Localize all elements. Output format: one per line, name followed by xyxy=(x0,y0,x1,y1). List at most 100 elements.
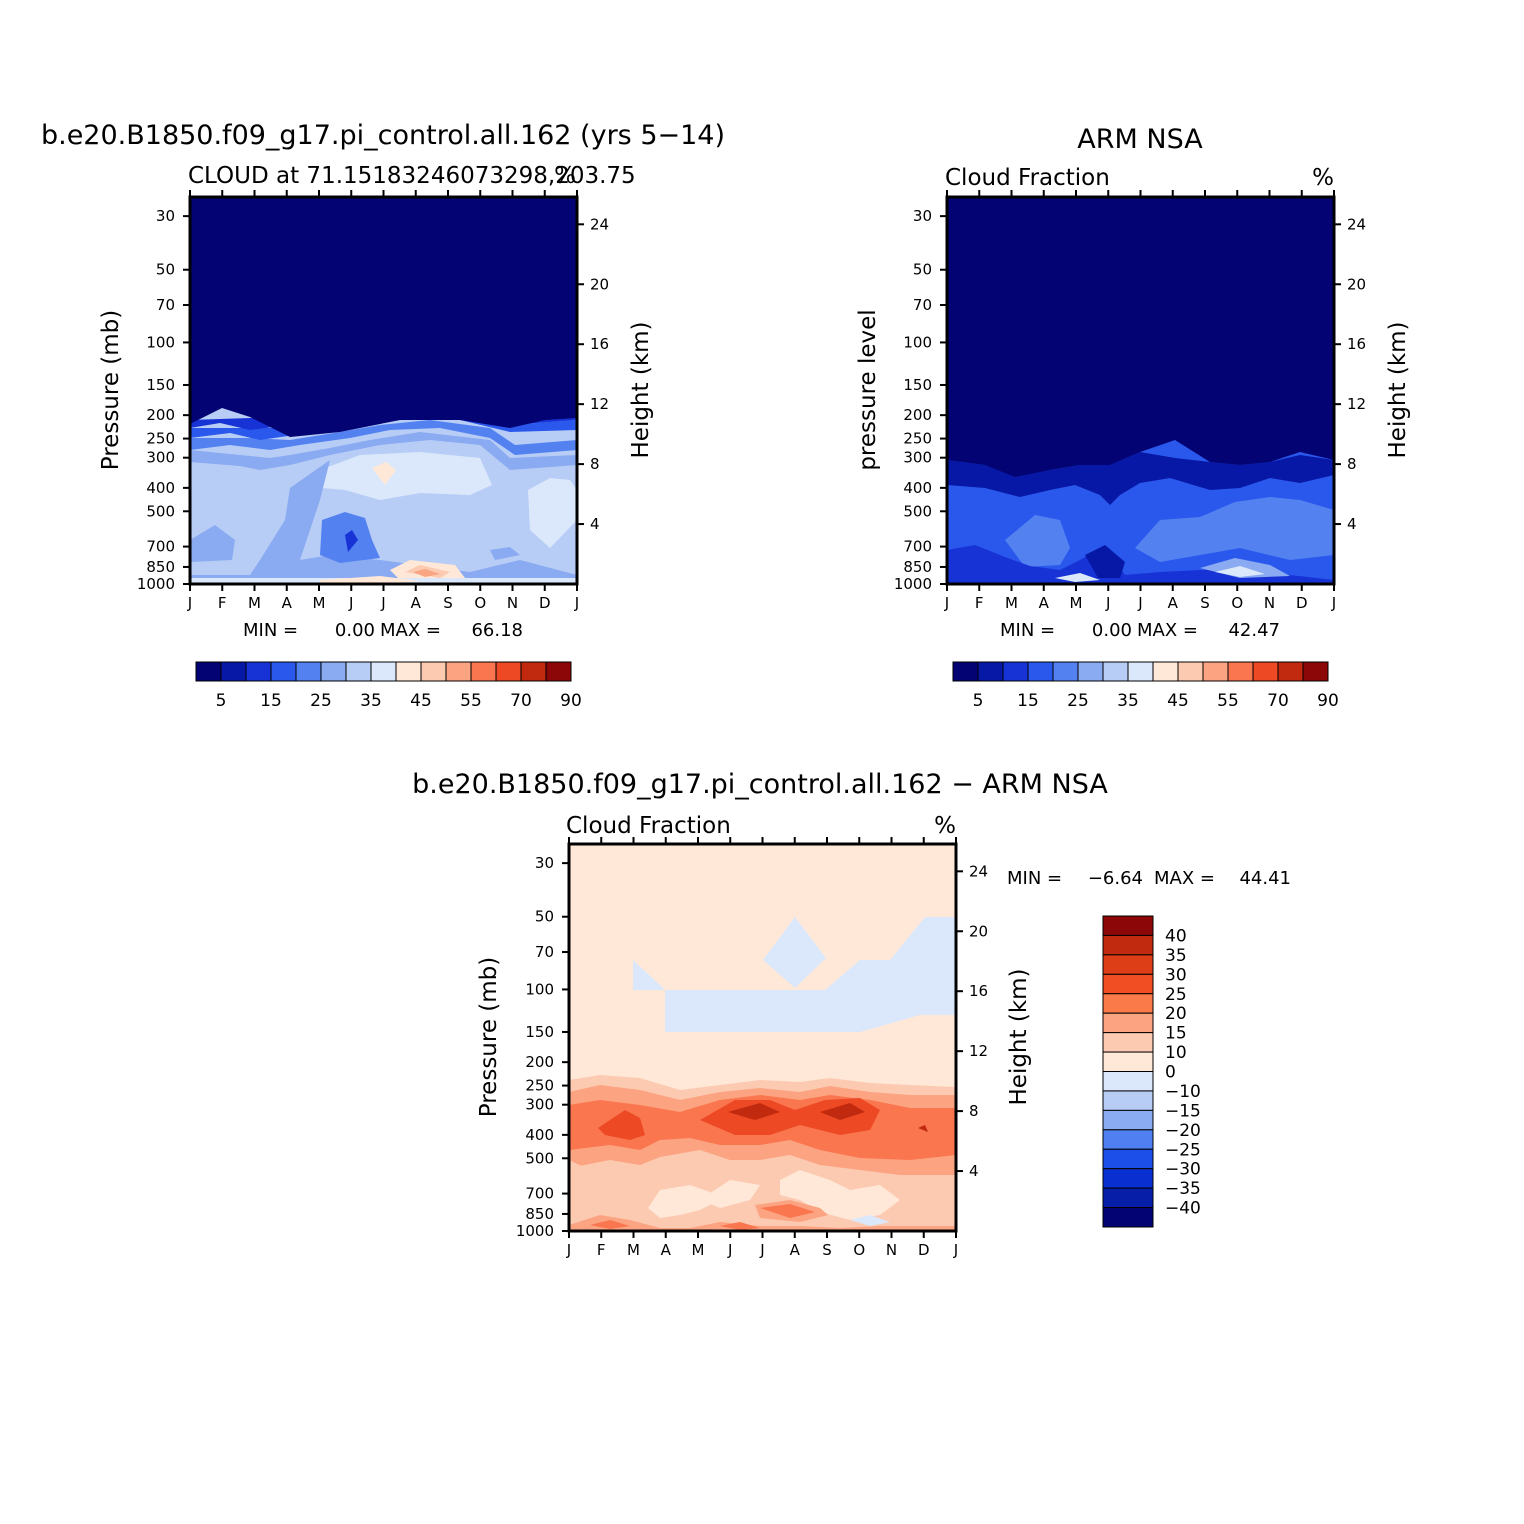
y2-tick-label: 24 xyxy=(590,215,609,233)
panel-obs-plot-area xyxy=(945,195,1336,586)
panel-obs-title: ARM NSA xyxy=(1077,124,1203,155)
contour-band-ge-20 xyxy=(1135,497,1334,562)
x-tick-label: M xyxy=(1005,594,1018,612)
colorbar-label: −40 xyxy=(1165,1199,1201,1219)
contour-band-ge-0 xyxy=(780,1170,900,1220)
x-tick-label: A xyxy=(1039,594,1050,612)
y-tick-label: 50 xyxy=(535,908,554,926)
contour-band-ge-30 xyxy=(918,1125,928,1132)
colorbar-swatch xyxy=(270,661,297,682)
colorbar-swatch xyxy=(1102,1187,1154,1209)
contour-band-ge-40 xyxy=(372,462,396,485)
y2-tick-label: 12 xyxy=(969,1042,988,1060)
contour-band-lt-30 xyxy=(190,460,577,584)
y-tick-label: 70 xyxy=(535,943,554,961)
colorbar-label: −20 xyxy=(1165,1121,1201,1141)
y-tick-label: 100 xyxy=(903,333,932,351)
y2-tick-label: 16 xyxy=(590,335,609,353)
x-tick-label: J xyxy=(574,594,579,612)
y-tick-label: 300 xyxy=(903,449,932,467)
y-tick-label: 50 xyxy=(156,261,175,279)
x-tick-label: A xyxy=(282,594,293,612)
colorbar-swatch xyxy=(1052,661,1079,682)
contour-band-ge-30 xyxy=(820,1103,865,1120)
colorbar-swatch xyxy=(1102,934,1154,956)
x-tick-label: N xyxy=(1264,594,1275,612)
panel-model-max-value: 66.18 xyxy=(471,620,523,641)
x-tick-label: J xyxy=(1105,594,1110,612)
contour-band-lt-20 xyxy=(345,530,358,552)
y2-tick-label: 16 xyxy=(1347,335,1366,353)
panel-model-min-value: 0.00 xyxy=(335,620,375,641)
panel-model-colorbar: 5 15 25 35 45 55 70 90 xyxy=(195,661,582,711)
x-tick-label: D xyxy=(918,1241,930,1259)
colorbar-label: 35 xyxy=(360,691,382,711)
panel-model-min-label: MIN = xyxy=(243,620,298,641)
colorbar-label: −25 xyxy=(1165,1140,1201,1160)
colorbar-label: 0 xyxy=(1165,1063,1176,1083)
y-tick-label: 150 xyxy=(525,1023,554,1041)
x-tick-label: J xyxy=(380,594,385,612)
y-tick-label: 1000 xyxy=(137,575,175,593)
colorbar-swatch xyxy=(1252,661,1279,682)
colorbar-swatch xyxy=(395,661,422,682)
colorbar-swatch xyxy=(1102,1051,1154,1072)
panel-diff-max-label: MAX = xyxy=(1154,868,1215,889)
x-tick-label: D xyxy=(1296,594,1308,612)
y-tick-label: 400 xyxy=(525,1126,554,1144)
x-tick-label: S xyxy=(822,1241,832,1259)
contour-band-ge-30 xyxy=(1055,573,1100,582)
colorbar-label: −30 xyxy=(1165,1160,1201,1180)
colorbar-swatch xyxy=(977,661,1004,682)
y2-tick-label: 20 xyxy=(1347,275,1366,293)
colorbar-label: 5 xyxy=(973,691,984,711)
panel-diff-unit-label: % xyxy=(934,813,956,839)
colorbar-label: 90 xyxy=(560,691,582,711)
x-tick-label: J xyxy=(348,594,353,612)
colorbar-label: 35 xyxy=(1117,691,1139,711)
panel-diff-ylabel: Pressure (mb) xyxy=(476,957,502,1117)
colorbar-swatch xyxy=(952,661,979,682)
y-tick-label: 250 xyxy=(525,1077,554,1095)
colorbar-label: 45 xyxy=(1167,691,1189,711)
panel-obs-min-label: MIN = xyxy=(1000,620,1055,641)
y-tick-label: 1000 xyxy=(894,575,932,593)
colorbar-swatch xyxy=(1102,1012,1154,1034)
panel-diff-plot-area xyxy=(567,842,958,1233)
y2-tick-label: 24 xyxy=(1347,215,1366,233)
y2-tick-label: 24 xyxy=(969,862,988,880)
y-tick-label: 700 xyxy=(146,538,175,556)
colorbar-swatch xyxy=(1202,661,1229,682)
y-tick-label: 700 xyxy=(903,538,932,556)
colorbar-swatch xyxy=(1002,661,1029,682)
contour-band-lt-10 xyxy=(947,452,1334,505)
colorbar-swatch xyxy=(220,661,247,682)
panel-obs-ylabel: pressure level xyxy=(855,309,881,470)
contour-band-lt-10 xyxy=(190,197,577,437)
contour-band-ge-0 xyxy=(700,1180,760,1208)
y2-tick-label: 8 xyxy=(1347,455,1357,473)
y2-tick-label: 16 xyxy=(969,982,988,1000)
contour-band-lt-0 xyxy=(633,917,956,1032)
y-tick-label: 200 xyxy=(903,406,932,424)
colorbar-swatch xyxy=(245,661,272,682)
panel-obs-unit-label: % xyxy=(1312,165,1334,191)
colorbar-swatch xyxy=(1177,661,1204,682)
x-tick-label: A xyxy=(790,1241,801,1259)
x-tick-label: M xyxy=(313,594,326,612)
y-tick-label: 200 xyxy=(525,1053,554,1071)
panel-obs-y2label: Height (km) xyxy=(1385,321,1411,458)
x-tick-label: S xyxy=(443,594,453,612)
x-tick-label: F xyxy=(218,594,227,612)
panel-obs: ARM NSA Cloud Fraction % pressure level … xyxy=(855,124,1411,711)
panel-model-left-label: CLOUD at 71.15183246073298,203.75 xyxy=(188,163,636,189)
contour-band-ge-50 xyxy=(413,569,440,577)
y-tick-label: 700 xyxy=(525,1185,554,1203)
contour-band-ge-15 xyxy=(569,1215,956,1231)
colorbar-swatch xyxy=(1102,1071,1154,1092)
